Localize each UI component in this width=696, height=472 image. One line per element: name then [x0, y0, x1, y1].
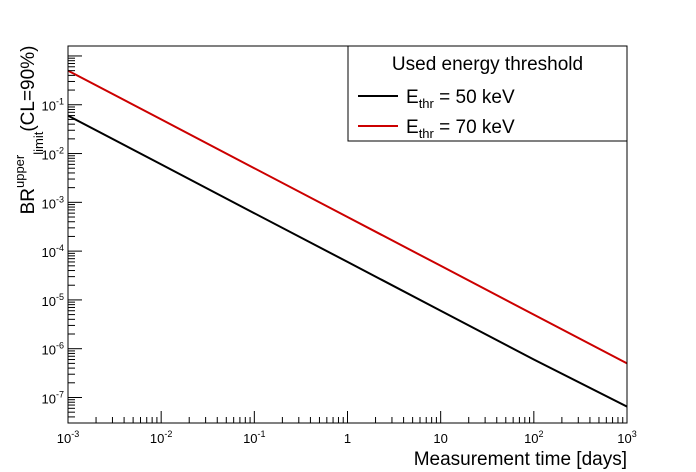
y-tick-label: 10-1: [42, 97, 64, 114]
y-axis-title: BRupper limit(CL=90%): [12, 46, 46, 215]
series-line-2: [68, 69, 627, 365]
y-axis-title-subscript: limit: [31, 131, 46, 154]
x-tick-label: 10-3: [57, 429, 79, 446]
y-tick-label: 10-4: [42, 243, 64, 260]
legend-entries: Ethr = 50 keV Ethr = 70 keV: [358, 87, 515, 141]
y-tick-label: 10-3: [42, 194, 64, 211]
y-tick-label: 10-7: [42, 389, 64, 406]
legend-title: Used energy threshold: [392, 54, 583, 75]
x-tick-label: 1: [344, 431, 351, 446]
x-tick-label: 102: [524, 429, 543, 446]
series-line-1: [68, 114, 627, 408]
x-axis-title: Measurement time [days]: [414, 449, 627, 470]
y-axis-title-suffix: (CL=90%): [18, 46, 39, 132]
y-axis-title-main: BR: [18, 188, 39, 214]
legend: Used energy threshold Ethr = 50 keVEthr …: [347, 45, 628, 142]
y-axis: 10-7 10-6 10-5 10-4 10-3 10-2 10-1: [42, 55, 82, 424]
y-tick-label: 10-5: [42, 292, 64, 309]
x-axis: 10-3 10-2 10-1 1 10 102 103: [57, 411, 637, 446]
y-tick-label: 10-6: [42, 341, 64, 358]
legend-label-2: Ethr = 70 keV: [406, 117, 515, 141]
legend-label-1: Ethr = 50 keV: [406, 87, 515, 111]
series-layer: [68, 69, 627, 408]
y-axis-title-superscript: upper: [12, 154, 27, 188]
x-tick-label: 10-1: [243, 429, 265, 446]
y-tick-label: 10-2: [42, 146, 64, 163]
x-tick-label: 103: [617, 429, 636, 446]
x-tick-label: 10: [433, 431, 447, 446]
x-tick-label: 10-2: [150, 429, 172, 446]
